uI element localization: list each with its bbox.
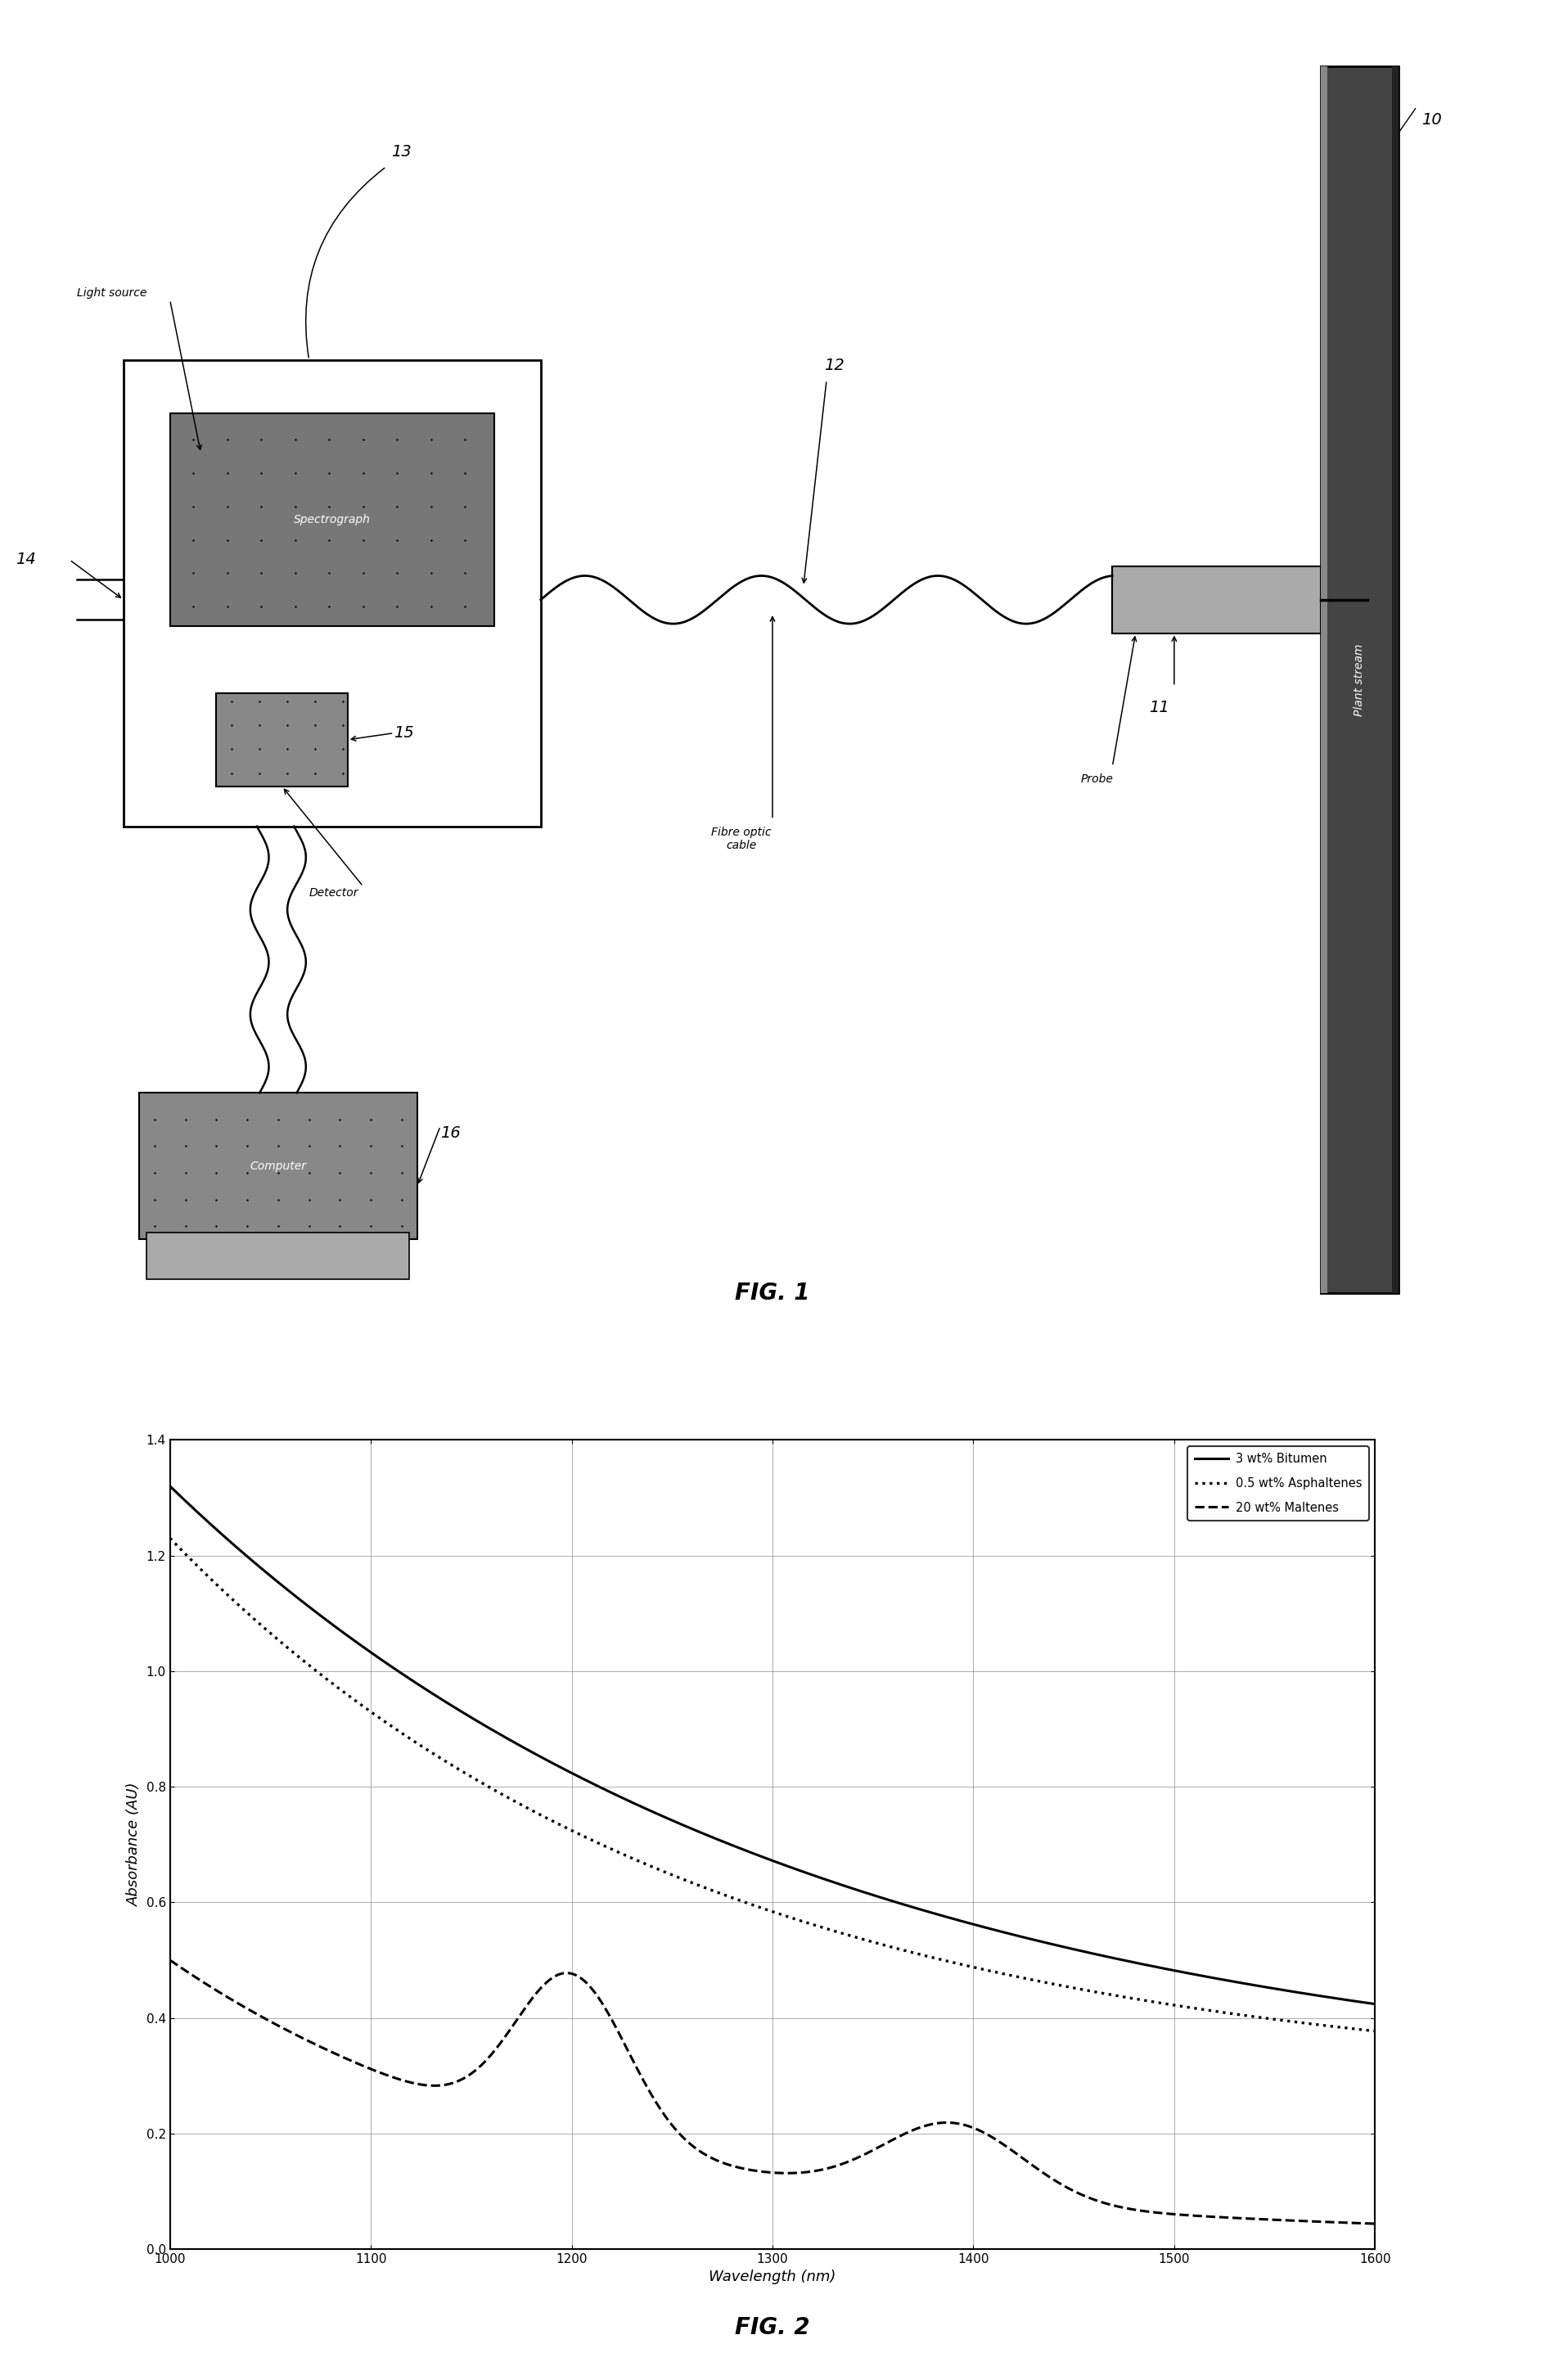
Bar	[1392, 67, 1398, 1292]
Text: FIG. 2: FIG. 2	[735, 2316, 810, 2340]
Text: 10: 10	[1421, 112, 1441, 129]
0.5 wt% Asphaltenes	[929, 1944, 947, 1973]
0.5 wt% Asphaltenes	[161, 1523, 179, 1552]
Text: 14: 14	[15, 552, 36, 566]
0.5 wt% Asphaltenes	[1199, 1997, 1217, 2025]
Text: Light source: Light source	[77, 288, 147, 300]
Bar	[124, 359, 541, 826]
Bar	[139, 1092, 417, 1240]
Text: 15: 15	[394, 726, 414, 740]
Text: Computer: Computer	[250, 1161, 306, 1171]
Text: 13: 13	[391, 145, 413, 159]
Line: 0.5 wt% Asphaltenes: 0.5 wt% Asphaltenes	[170, 1537, 1375, 2030]
Bar	[147, 1233, 409, 1280]
3 wt% Bitumen	[891, 1890, 910, 1918]
Text: Fibre optic
cable: Fibre optic cable	[712, 826, 771, 852]
Bar	[216, 693, 348, 785]
Bar	[1321, 67, 1327, 1292]
Line: 3 wt% Bitumen: 3 wt% Bitumen	[170, 1485, 1375, 2004]
20 wt% Maltenes	[891, 2121, 910, 2149]
Text: 16: 16	[440, 1126, 460, 1140]
Text: Spectrograph: Spectrograph	[294, 514, 371, 526]
Text: Probe: Probe	[1080, 774, 1114, 785]
3 wt% Bitumen	[861, 1880, 879, 1909]
0.5 wt% Asphaltenes	[891, 1935, 910, 1964]
3 wt% Bitumen	[1366, 1990, 1384, 2018]
Text: FIG. 1: FIG. 1	[735, 1280, 810, 1304]
20 wt% Maltenes	[1366, 2209, 1384, 2237]
Text: Plant stream: Plant stream	[1353, 643, 1366, 716]
Text: Detector: Detector	[309, 888, 358, 900]
Legend: 3 wt% Bitumen, 0.5 wt% Asphaltenes, 20 wt% Maltenes: 3 wt% Bitumen, 0.5 wt% Asphaltenes, 20 w…	[1188, 1447, 1369, 1521]
3 wt% Bitumen	[929, 1899, 947, 1928]
3 wt% Bitumen	[161, 1471, 179, 1499]
0.5 wt% Asphaltenes	[1075, 1975, 1094, 2004]
20 wt% Maltenes	[929, 2109, 947, 2137]
Line: 20 wt% Maltenes: 20 wt% Maltenes	[170, 1961, 1375, 2223]
20 wt% Maltenes	[161, 1947, 179, 1975]
3 wt% Bitumen	[1075, 1937, 1094, 1966]
Bar	[1321, 67, 1398, 1292]
0.5 wt% Asphaltenes	[235, 1595, 253, 1623]
20 wt% Maltenes	[1075, 2182, 1094, 2211]
3 wt% Bitumen	[1199, 1964, 1217, 1992]
0.5 wt% Asphaltenes	[1366, 2016, 1384, 2044]
X-axis label: Wavelength (nm): Wavelength (nm)	[709, 2271, 836, 2285]
Bar	[1112, 566, 1321, 633]
Bar	[170, 414, 494, 626]
20 wt% Maltenes	[235, 1992, 253, 2021]
20 wt% Maltenes	[1199, 2202, 1217, 2230]
Y-axis label: Absorbance (AU): Absorbance (AU)	[127, 1783, 142, 1906]
3 wt% Bitumen	[235, 1540, 253, 1568]
Text: 12: 12	[823, 357, 845, 374]
Text: 11: 11	[1148, 700, 1170, 716]
0.5 wt% Asphaltenes	[861, 1928, 879, 1956]
20 wt% Maltenes	[861, 2137, 879, 2166]
